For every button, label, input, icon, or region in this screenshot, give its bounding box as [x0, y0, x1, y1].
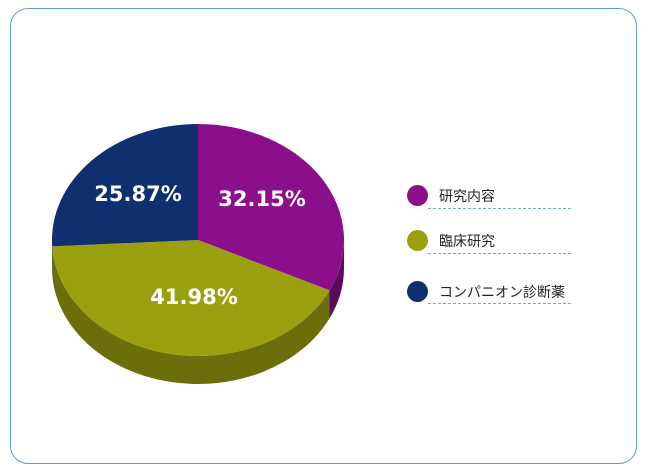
pie-value-label-companion-diagnostics: 25.87%: [94, 182, 181, 206]
pie-value-label-research-content: 32.15%: [218, 187, 305, 211]
pie-side-research-content: [329, 240, 344, 319]
pie-slice-research-content: [198, 124, 344, 291]
pie-tops: [52, 124, 344, 357]
pie-slice-clinical-research: [52, 240, 330, 357]
legend-item-companion-diagnostics: コンパニオン診断薬: [407, 281, 565, 302]
legend-divider: [428, 303, 571, 304]
legend-swatch-companion-diagnostics: [407, 281, 428, 302]
legend-divider: [428, 253, 571, 254]
legend-item-research-content: 研究内容: [407, 185, 495, 206]
legend-swatch-research-content: [407, 185, 428, 206]
legend-label-companion-diagnostics: コンパニオン診断薬: [439, 284, 565, 301]
pie-sides: [52, 240, 344, 385]
pie-slice-companion-diagnostics: [52, 124, 198, 247]
legend-label-research-content: 研究内容: [439, 188, 495, 205]
legend-label-clinical-research: 臨床研究: [439, 233, 495, 250]
pie-side-clinical-research: [52, 246, 330, 385]
legend-item-clinical-research: 臨床研究: [407, 230, 495, 251]
pie-value-label-clinical-research: 41.98%: [150, 285, 237, 309]
legend-divider: [428, 208, 571, 209]
pie-value-labels: 32.15% 41.98% 25.87%: [94, 182, 305, 309]
legend-swatch-clinical-research: [407, 230, 428, 251]
